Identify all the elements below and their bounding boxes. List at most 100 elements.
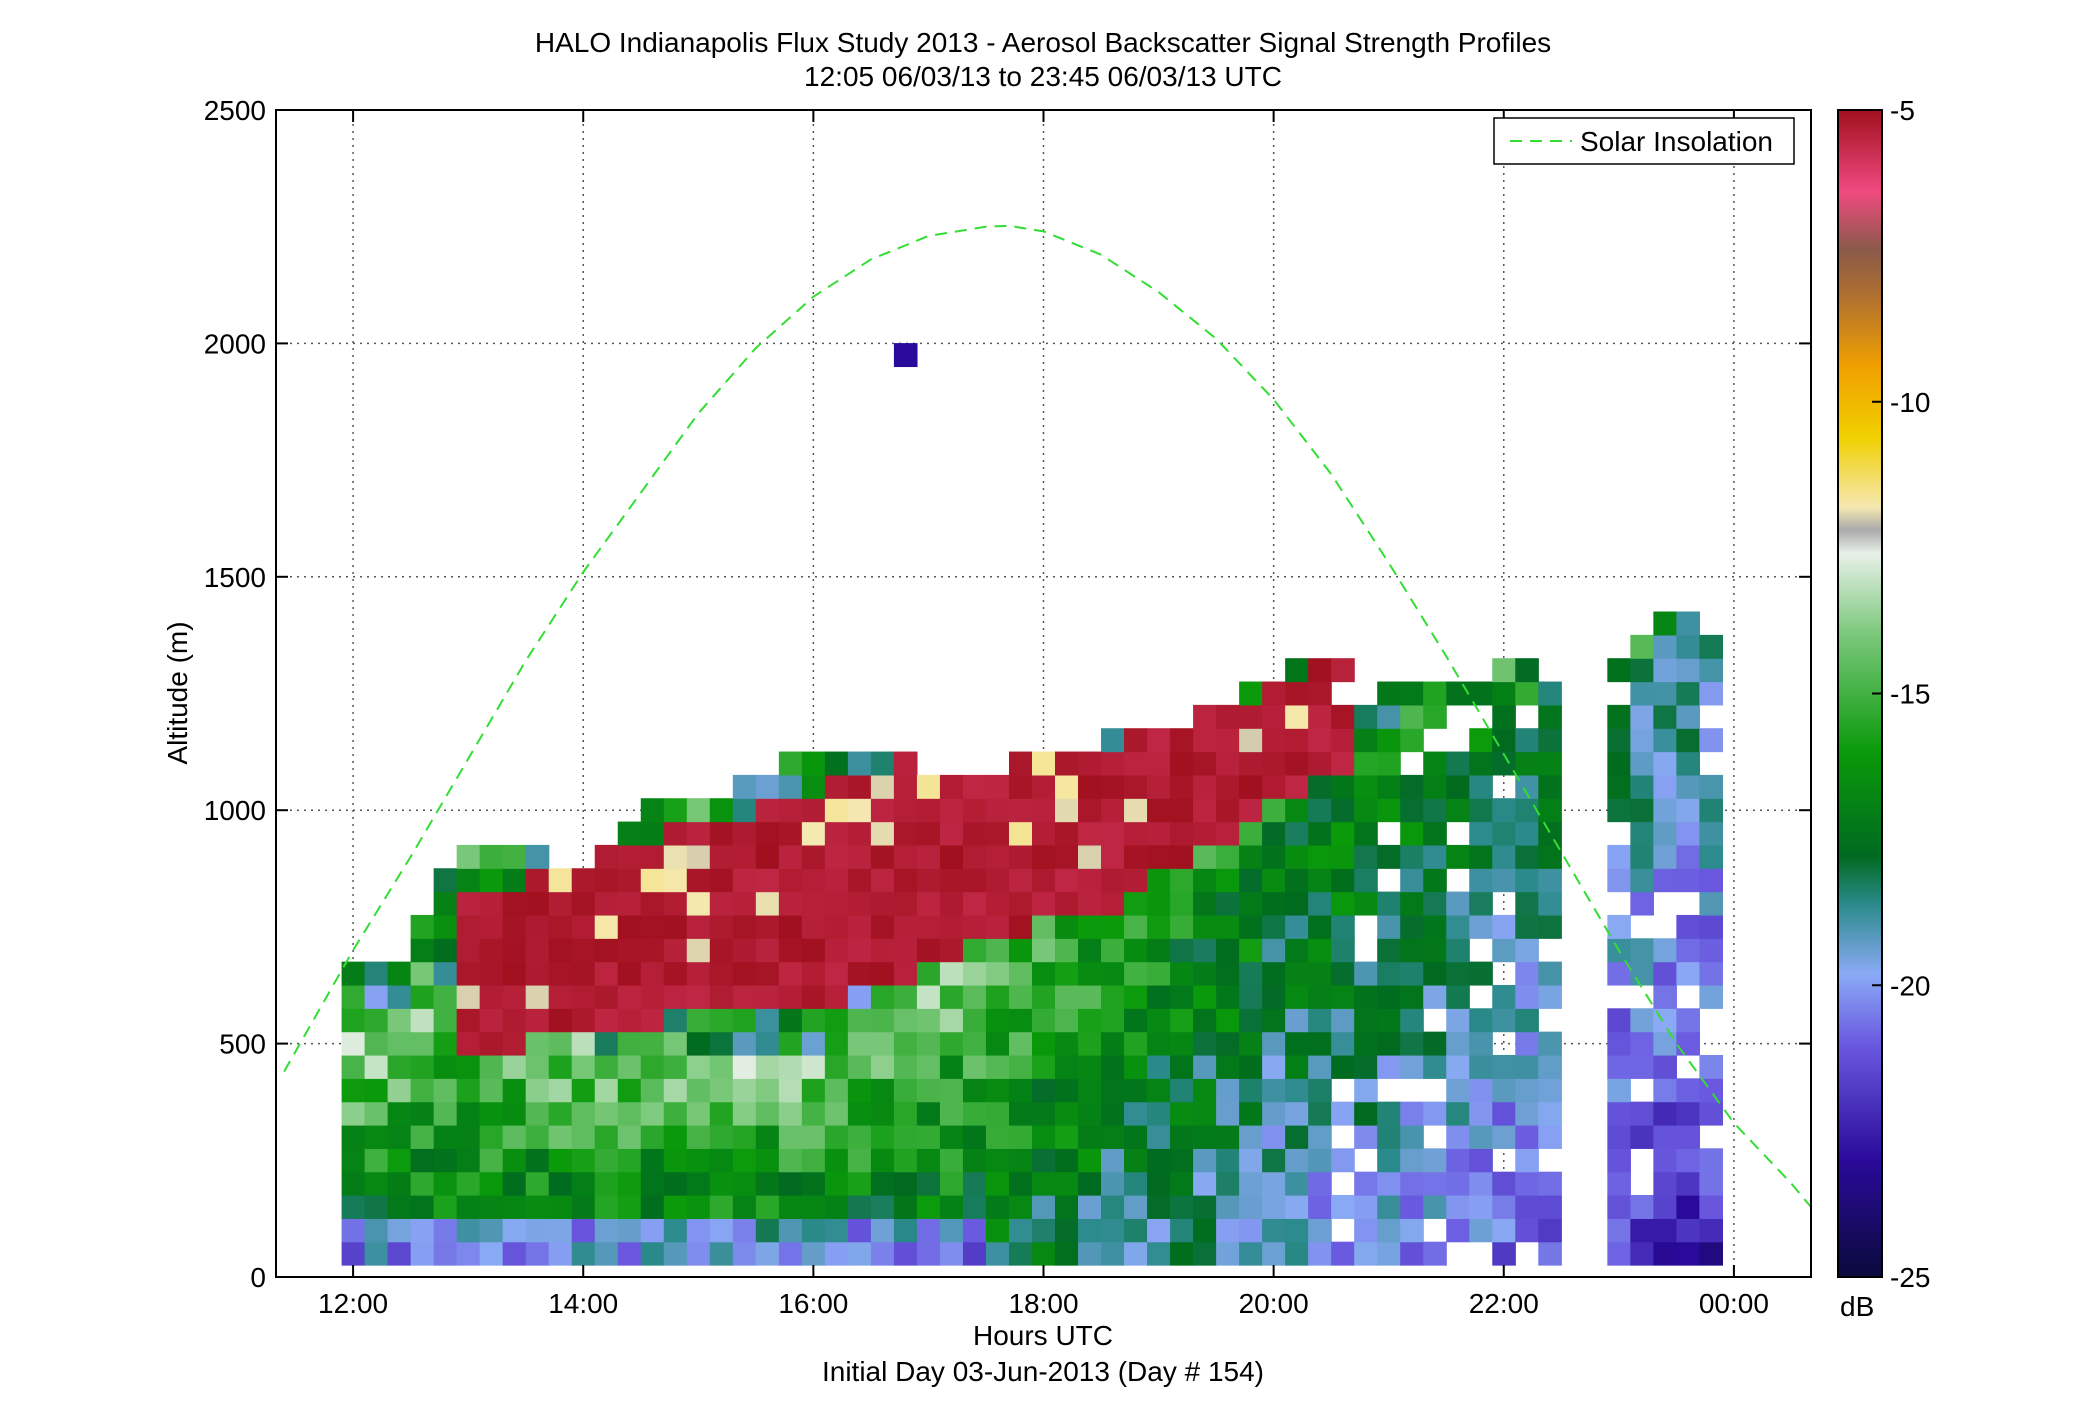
heatmap-cell: [364, 1171, 389, 1196]
heatmap-cell: [824, 774, 849, 799]
heatmap-cell: [1147, 844, 1171, 869]
heatmap-cell: [663, 868, 688, 893]
heatmap-cell: [571, 1148, 596, 1173]
heatmap-cell: [1630, 844, 1654, 869]
heatmap-cell: [1377, 798, 1401, 823]
heatmap-cell: [962, 1054, 987, 1079]
heatmap-cell: [801, 984, 826, 1009]
heatmap-cell: [1653, 1124, 1677, 1149]
heatmap-cell: [1124, 844, 1148, 869]
heatmap-cell: [410, 1101, 435, 1126]
heatmap-cell: [732, 1008, 757, 1033]
heatmap-cell: [824, 1008, 849, 1033]
heatmap-cell: [732, 1078, 757, 1103]
heatmap-cell: [939, 1054, 964, 1079]
heatmap-cell: [824, 1031, 849, 1056]
heatmap-cell: [1653, 1054, 1677, 1079]
heatmap-cell: [1055, 798, 1079, 823]
heatmap-cell: [1285, 1148, 1309, 1173]
heatmap-cell: [893, 844, 918, 869]
heatmap-cell: [824, 868, 849, 893]
heatmap-cell: [1239, 1078, 1263, 1103]
heatmap-cell: [686, 1078, 711, 1103]
heatmap-cell: [893, 1078, 918, 1103]
heatmap-cell: [709, 1195, 734, 1219]
heatmap-cell: [893, 821, 918, 846]
heatmap-cell: [1147, 961, 1171, 986]
heatmap-cell: [525, 938, 550, 963]
heatmap-cell: [525, 984, 550, 1009]
heatmap-cell: [1216, 1101, 1240, 1126]
heatmap-cell: [1676, 704, 1700, 729]
heatmap-cell: [1676, 634, 1700, 659]
heatmap-cell: [364, 1195, 389, 1219]
heatmap-cell: [686, 1008, 711, 1033]
heatmap-cell: [1515, 868, 1539, 893]
heatmap-cell: [1469, 821, 1493, 846]
heatmap-cell: [1699, 681, 1723, 706]
heatmap-cell: [1124, 798, 1148, 823]
axis-ticks: [276, 109, 1811, 1278]
heatmap-cell: [1308, 914, 1332, 939]
heatmap-cell: [1423, 938, 1447, 963]
heatmap-cell: [341, 1241, 366, 1266]
heatmap-cell: [870, 891, 895, 916]
heatmap-cell: [479, 1008, 504, 1033]
heatmap-cell: [755, 1101, 780, 1126]
heatmap-cell: [1699, 1171, 1723, 1196]
heatmap-cell: [525, 1148, 550, 1173]
heatmap-cell: [571, 1124, 596, 1149]
heatmap-cell: [916, 1218, 941, 1243]
heatmap-cell: [1653, 938, 1677, 963]
heatmap-cell: [433, 868, 458, 893]
heatmap-cell: [640, 1171, 665, 1196]
heatmap-cell: [1653, 984, 1677, 1009]
heatmap-cell: [1699, 1148, 1723, 1173]
heatmap-cell: [594, 1171, 619, 1196]
heatmap-cell: [1653, 821, 1677, 846]
heatmap-cell: [732, 1054, 757, 1079]
heatmap-cell: [755, 868, 780, 893]
heatmap-cell: [824, 844, 849, 869]
heatmap-cell: [663, 938, 688, 963]
heatmap-cell: [847, 1148, 872, 1173]
heatmap-cell: [1630, 658, 1654, 683]
heatmap-cell: [1101, 1241, 1125, 1266]
heatmap-cell: [1469, 728, 1493, 753]
heatmap-cell: [1239, 1031, 1263, 1056]
heatmap-cell: [1262, 914, 1286, 939]
chart-title: HALO Indianapolis Flux Study 2013 - Aero…: [535, 27, 1551, 58]
heatmap-cell: [502, 1078, 527, 1103]
heatmap-cell: [1055, 984, 1079, 1009]
heatmap-cell: [1262, 1124, 1286, 1149]
heatmap-cell: [1147, 728, 1171, 753]
heatmap-cell: [1446, 1008, 1470, 1033]
heatmap-cell: [1193, 914, 1217, 939]
heatmap-cell: [1423, 1171, 1447, 1196]
heatmap-cell: [1653, 1241, 1677, 1266]
heatmap-cell: [1285, 658, 1309, 683]
heatmap-cell: [1170, 891, 1194, 916]
heatmap-cell: [1285, 821, 1309, 846]
heatmap-cell: [1216, 1054, 1240, 1079]
heatmap-cell: [1308, 658, 1332, 683]
heatmap-cell: [1055, 821, 1079, 846]
heatmap-cell: [1354, 1031, 1378, 1056]
x-axis-sublabel: Initial Day 03-Jun-2013 (Day # 154): [822, 1356, 1264, 1387]
colorbar-label: dB: [1840, 1291, 1874, 1322]
heatmap-cell: [778, 1031, 803, 1056]
heatmap-cell: [1147, 938, 1171, 963]
heatmap-cell: [1354, 961, 1378, 986]
heatmap-cell: [1469, 914, 1493, 939]
heatmap-cell: [1699, 634, 1723, 659]
heatmap-cell: [1400, 868, 1424, 893]
heatmap-cell: [1262, 1054, 1286, 1079]
heatmap-cell: [1124, 961, 1148, 986]
heatmap-cell: [594, 1218, 619, 1243]
heatmap-cell: [663, 821, 688, 846]
heatmap-cell: [801, 1241, 826, 1266]
heatmap-cell: [1676, 1031, 1700, 1056]
heatmap-cell: [1101, 868, 1125, 893]
heatmap-cell: [709, 821, 734, 846]
heatmap-cell: [916, 844, 941, 869]
